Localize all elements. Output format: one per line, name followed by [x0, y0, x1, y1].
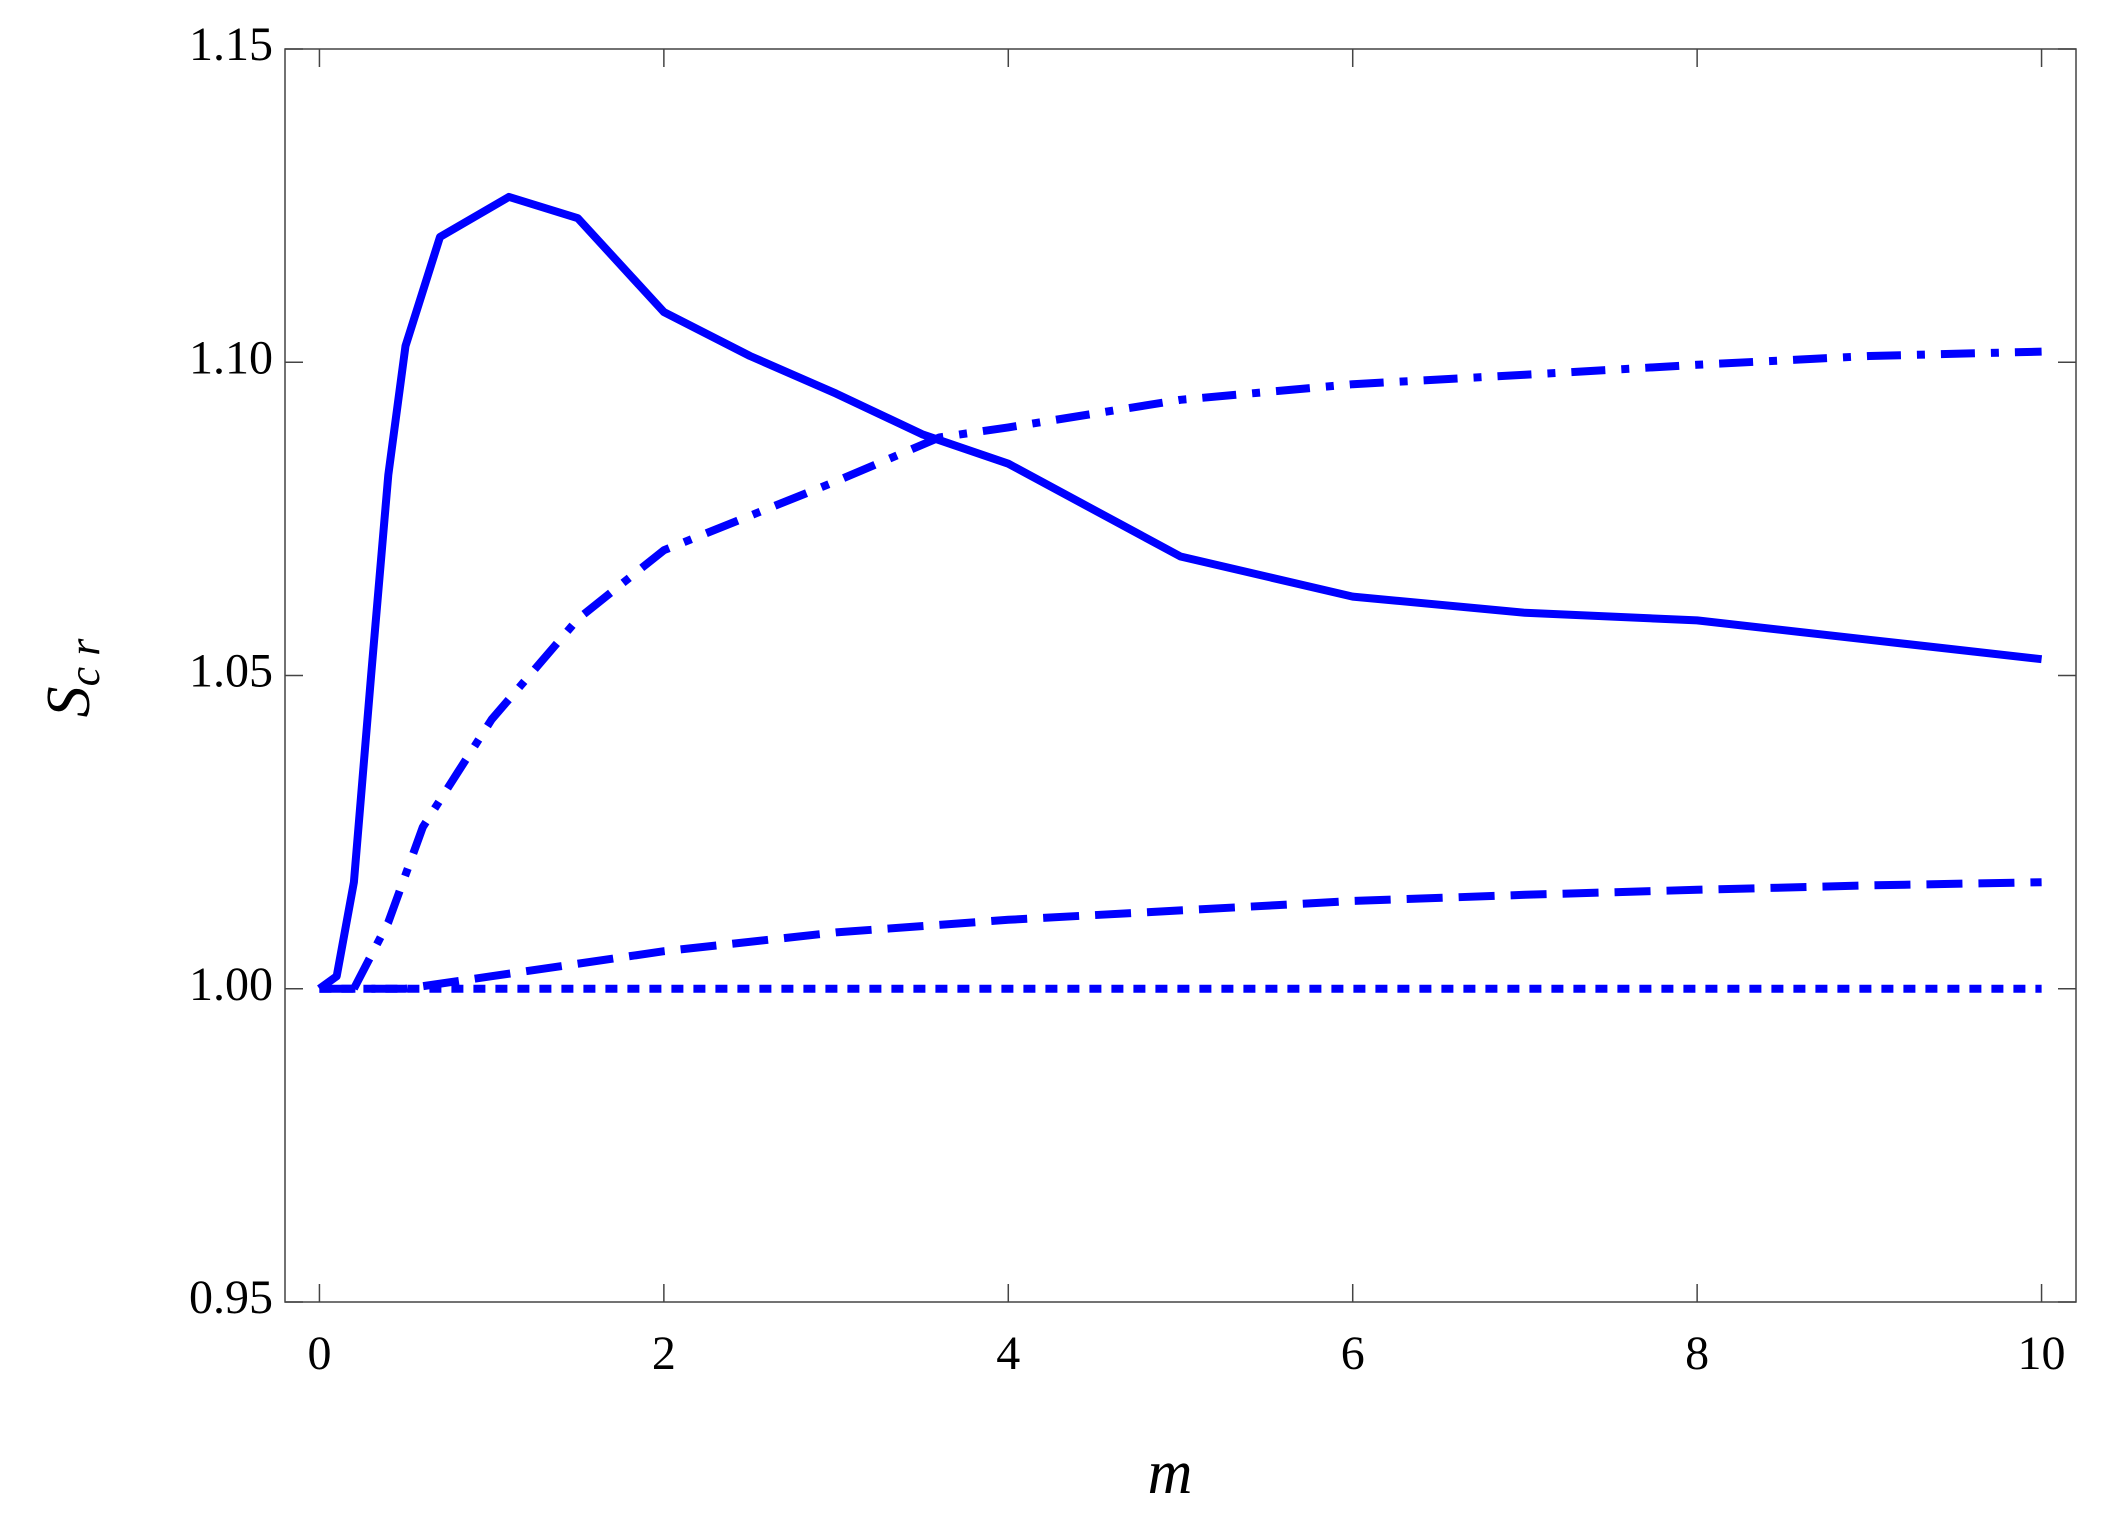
- x-tick-label: 4: [996, 1327, 1020, 1380]
- x-tick-label: 6: [1341, 1327, 1365, 1380]
- x-tick-label: 0: [307, 1327, 331, 1380]
- y-tick-label: 1.05: [189, 645, 273, 698]
- line-series: [317, 192, 2043, 992]
- y-axis-label-sub: c r: [60, 638, 109, 687]
- line-series: [319, 878, 2042, 993]
- x-axis-label: m: [1148, 1439, 1193, 1507]
- y-axis-label: Sc r: [35, 638, 109, 718]
- y-tick-label: 0.95: [189, 1271, 273, 1324]
- y-axis-label-main: S: [35, 686, 103, 717]
- y-tick-label: 1.10: [189, 331, 273, 384]
- plot-frame: [284, 48, 2077, 1303]
- x-tick-label: 2: [652, 1327, 676, 1380]
- y-tick-label: 1.15: [189, 18, 273, 71]
- x-tick-label: 8: [1685, 1327, 1709, 1380]
- x-tick-label: 10: [2018, 1327, 2066, 1380]
- line-series: [350, 347, 2042, 991]
- y-tick-label: 1.00: [189, 958, 273, 1011]
